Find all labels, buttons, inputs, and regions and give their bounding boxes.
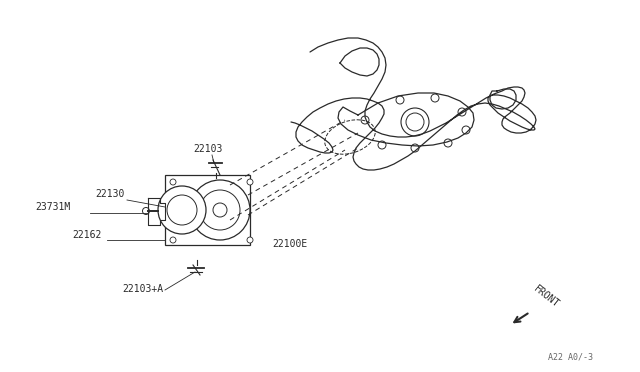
- Circle shape: [401, 108, 429, 136]
- Circle shape: [431, 94, 439, 102]
- Circle shape: [444, 139, 452, 147]
- Text: 22103: 22103: [193, 144, 222, 154]
- Circle shape: [458, 108, 466, 116]
- Circle shape: [213, 203, 227, 217]
- Circle shape: [462, 126, 470, 134]
- Circle shape: [361, 116, 369, 124]
- Circle shape: [396, 96, 404, 104]
- Circle shape: [158, 186, 206, 234]
- Circle shape: [143, 208, 150, 215]
- Circle shape: [411, 144, 419, 152]
- Bar: [165, 175, 250, 245]
- Circle shape: [190, 180, 250, 240]
- Circle shape: [170, 237, 176, 243]
- Circle shape: [378, 141, 386, 149]
- Circle shape: [170, 179, 176, 185]
- Circle shape: [247, 237, 253, 243]
- Circle shape: [406, 113, 424, 131]
- Text: 22162: 22162: [72, 230, 101, 240]
- Circle shape: [200, 190, 240, 230]
- Text: A22 A0/-3: A22 A0/-3: [548, 353, 593, 362]
- Text: FRONT: FRONT: [532, 284, 561, 310]
- Circle shape: [167, 195, 197, 225]
- Text: 22130: 22130: [95, 189, 124, 199]
- Text: 23731M: 23731M: [35, 202, 70, 212]
- Text: 22103+A: 22103+A: [122, 284, 163, 294]
- Text: 22100E: 22100E: [272, 239, 307, 249]
- Circle shape: [247, 179, 253, 185]
